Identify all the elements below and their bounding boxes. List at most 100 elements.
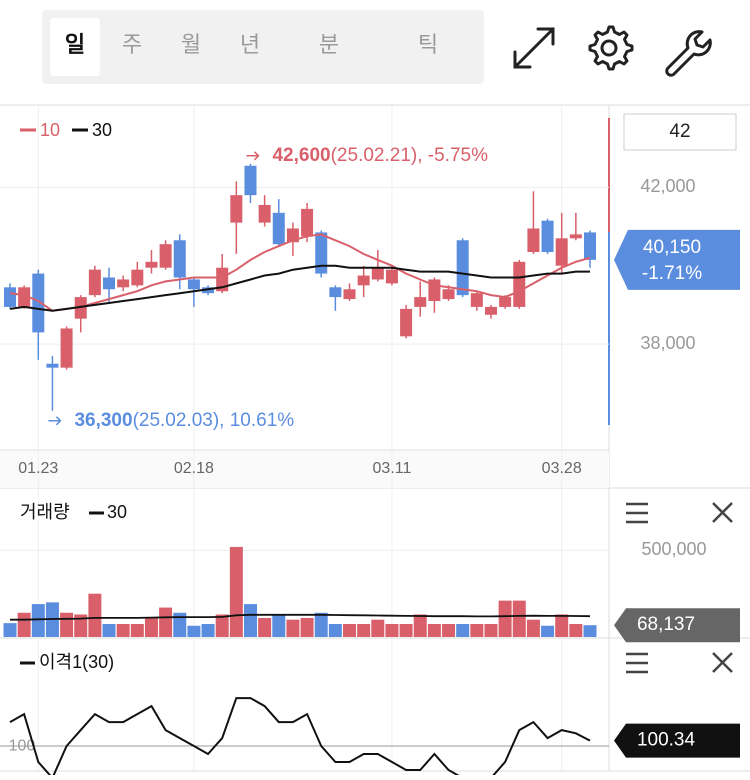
legend-label: 30 bbox=[92, 120, 112, 140]
volume-bar bbox=[88, 593, 102, 637]
moving-average-line bbox=[9, 233, 591, 312]
candle-body bbox=[527, 228, 540, 253]
volume-bar bbox=[470, 624, 484, 637]
volume-bar bbox=[3, 623, 17, 637]
candle-body bbox=[46, 363, 59, 368]
volume-bar bbox=[159, 607, 173, 637]
extreme-annotation: 36,300(25.02.03), 10.61% bbox=[74, 410, 294, 431]
candle-body bbox=[499, 297, 512, 307]
volume-bar bbox=[399, 624, 413, 637]
candle-body bbox=[4, 287, 16, 307]
disparity-close-icon[interactable] bbox=[712, 652, 733, 673]
y-tick-label: 100 bbox=[9, 737, 36, 754]
volume-bar bbox=[215, 614, 229, 637]
period-tab[interactable]: 년 bbox=[240, 32, 260, 57]
candle-body bbox=[88, 269, 101, 296]
volume-bar bbox=[17, 612, 31, 637]
volume-bar bbox=[187, 625, 201, 637]
selected-tab-bg bbox=[50, 18, 100, 76]
annotation-detail: (25.02.03), 10.61% bbox=[133, 410, 295, 431]
candle-body bbox=[117, 279, 130, 288]
legend-label: 30 bbox=[107, 502, 127, 522]
expand-icon[interactable] bbox=[513, 27, 555, 69]
volume-bar bbox=[130, 624, 144, 637]
y-tick-label: 42,000 bbox=[640, 176, 695, 196]
candle-body bbox=[541, 220, 554, 253]
candle-body bbox=[371, 267, 384, 280]
candle-body bbox=[456, 240, 469, 296]
volume-bar bbox=[385, 624, 399, 637]
price-input-value[interactable]: 42 bbox=[669, 121, 690, 142]
candle-body bbox=[32, 273, 45, 333]
volume-bar bbox=[272, 614, 286, 637]
volume-bar bbox=[583, 625, 597, 637]
volume-bar bbox=[442, 624, 456, 637]
candle-body bbox=[272, 212, 285, 245]
volume-bar bbox=[314, 612, 328, 637]
volume-bar bbox=[357, 624, 371, 637]
candle-body bbox=[329, 287, 342, 298]
volume-bar bbox=[413, 614, 427, 637]
period-tab[interactable]: 분 bbox=[319, 32, 339, 57]
candle-body bbox=[414, 297, 427, 307]
current-disparity-tag bbox=[614, 723, 740, 758]
x-tick-label: 03.28 bbox=[542, 460, 582, 477]
current-volume-tag bbox=[614, 608, 740, 643]
volume-bar bbox=[258, 617, 272, 637]
candle-body bbox=[187, 279, 200, 290]
period-tab[interactable]: 틱 bbox=[418, 32, 438, 57]
period-tab[interactable]: 주 bbox=[122, 32, 142, 57]
annotation-value: 36,300 bbox=[74, 410, 132, 431]
current-price-tag bbox=[614, 229, 740, 290]
period-tab[interactable]: 일 bbox=[65, 32, 85, 57]
candle-body bbox=[103, 277, 116, 290]
current-volume: 68,137 bbox=[637, 614, 695, 635]
annotation-arrow bbox=[48, 416, 62, 426]
settings-icon[interactable] bbox=[588, 25, 634, 71]
volume-bar bbox=[427, 624, 441, 637]
legend-label: 10 bbox=[40, 120, 60, 140]
candle-body bbox=[60, 328, 73, 368]
tools-icon[interactable] bbox=[665, 30, 712, 77]
volume-bar bbox=[74, 614, 88, 637]
price-input[interactable] bbox=[623, 113, 737, 151]
volume-bar bbox=[144, 617, 158, 637]
moving-average-line bbox=[9, 264, 590, 312]
period-tab[interactable]: 월 bbox=[181, 32, 201, 57]
volume-bar bbox=[343, 624, 357, 637]
pane-title: 거래량 bbox=[20, 502, 70, 522]
annotation-detail: (25.02.21), -5.75% bbox=[331, 145, 488, 166]
volume-bar bbox=[102, 624, 116, 637]
legend-label: 이격1(30) bbox=[39, 652, 114, 672]
candle-body bbox=[385, 269, 398, 284]
volume-bar bbox=[512, 600, 526, 637]
volume-bar bbox=[116, 624, 130, 637]
current-price: 40,150 bbox=[643, 237, 701, 258]
volume-menu-icon[interactable] bbox=[626, 502, 648, 524]
volume-bar bbox=[31, 604, 45, 637]
x-tick-label: 03.11 bbox=[373, 460, 412, 477]
volume-bar bbox=[229, 546, 243, 637]
volume-close-icon[interactable] bbox=[712, 502, 733, 523]
candle-body bbox=[513, 261, 526, 307]
volume-bar bbox=[328, 624, 342, 637]
disparity-menu-icon[interactable] bbox=[626, 652, 648, 674]
candle-body bbox=[230, 195, 243, 223]
volume-bar bbox=[526, 619, 540, 637]
volume-bar bbox=[498, 600, 512, 637]
current-change: -1.71% bbox=[642, 263, 702, 284]
volume-bar bbox=[371, 619, 385, 637]
candle-body bbox=[258, 204, 271, 223]
candle-body bbox=[244, 165, 257, 196]
date-axis-bg bbox=[0, 451, 609, 488]
extreme-annotation: 42,600(25.02.21), -5.75% bbox=[272, 145, 488, 166]
volume-average-line bbox=[10, 613, 591, 621]
current-disparity: 100.34 bbox=[637, 730, 696, 751]
candle-body bbox=[442, 289, 455, 300]
volume-bar bbox=[541, 625, 555, 637]
volume-bar bbox=[173, 612, 187, 637]
volume-bar bbox=[201, 624, 215, 637]
volume-bar bbox=[484, 624, 498, 637]
candle-body bbox=[216, 267, 229, 292]
